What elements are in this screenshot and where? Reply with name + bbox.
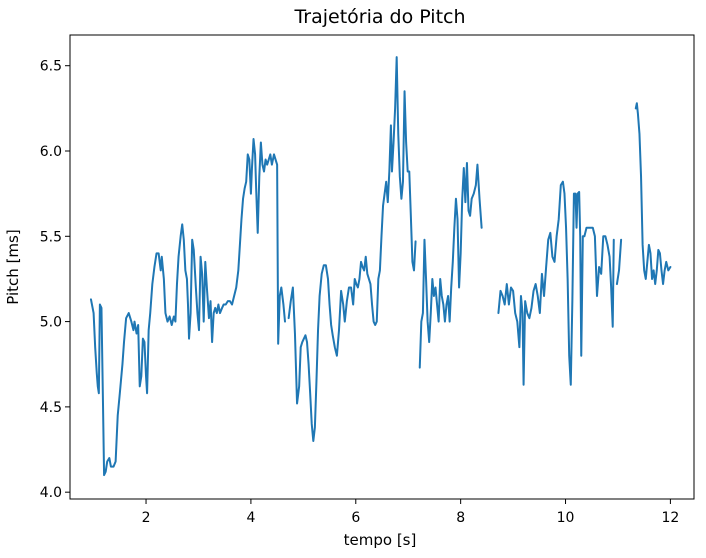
x-tick-label: 2 <box>142 510 151 526</box>
x-tick-label: 8 <box>456 510 465 526</box>
pitch-line-segment <box>497 180 615 386</box>
x-tick-label: 10 <box>557 510 575 526</box>
pitch-line-segment <box>287 56 417 442</box>
pitch-line-segment <box>418 161 483 369</box>
x-tick-label: 6 <box>351 510 360 526</box>
pitch-line-segment <box>89 138 286 477</box>
pitch-series <box>89 56 672 477</box>
plot-frame <box>69 34 695 500</box>
x-tick-label: 4 <box>246 510 255 526</box>
x-tick-label: 12 <box>661 510 679 526</box>
y-tick-label: 4.5 <box>40 400 62 416</box>
pitch-line-segment <box>615 238 623 286</box>
y-tick-label: 5.0 <box>40 315 62 331</box>
y-axis: 4.0 4.5 5.0 5.5 6.0 6.5 <box>40 59 70 501</box>
x-axis-label: tempo [s] <box>344 531 417 549</box>
y-tick-label: 5.5 <box>40 229 62 245</box>
y-tick-label: 6.0 <box>40 144 62 160</box>
y-tick-label: 6.5 <box>40 59 62 75</box>
chart-title: Trajetória do Pitch <box>293 6 465 28</box>
x-axis: 2 4 6 8 10 12 <box>142 499 679 526</box>
pitch-line-segment <box>634 102 672 286</box>
y-axis-label: Pitch [ms] <box>4 229 22 304</box>
y-tick-label: 4.0 <box>40 485 62 501</box>
